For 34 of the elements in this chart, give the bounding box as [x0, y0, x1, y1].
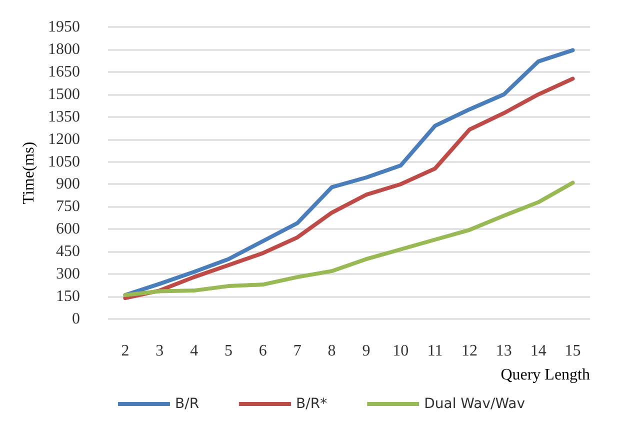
- y-tick-label: 450: [56, 243, 80, 260]
- x-tick-label: 7: [293, 342, 302, 360]
- y-axis-title: Time(ms): [20, 142, 38, 204]
- y-tick-label: 1050: [48, 153, 80, 170]
- legend-label: Dual Wav/Wav: [424, 396, 526, 412]
- x-tick-label: 12: [462, 342, 478, 360]
- x-tick-label: 3: [156, 342, 164, 360]
- x-tick-label: 2: [121, 342, 130, 360]
- x-tick-label: 10: [392, 342, 409, 360]
- y-tick-label: 0: [72, 310, 80, 328]
- y-tick-label: 300: [56, 266, 80, 283]
- y-tick-label: 1500: [48, 86, 80, 103]
- y-tick-label: 600: [56, 220, 80, 238]
- y-tick-label: 1950: [48, 18, 80, 36]
- x-tick-label: 6: [258, 342, 267, 360]
- x-tick-label: 15: [564, 342, 581, 360]
- x-axis-title: Query Length: [500, 366, 590, 384]
- y-tick-label: 900: [56, 176, 80, 193]
- y-tick-label: 1650: [48, 63, 80, 80]
- x-tick-label: 8: [328, 342, 336, 360]
- x-tick-label: 4: [190, 342, 198, 360]
- y-tick-label: 150: [56, 288, 80, 306]
- line-series: [123, 180, 575, 298]
- y-tick-label: 1800: [48, 40, 80, 58]
- x-tick-label: 14: [530, 342, 546, 360]
- y-tick-label: 1350: [48, 108, 80, 126]
- x-tick-label: 5: [224, 342, 232, 360]
- x-tick-label: 13: [496, 342, 512, 360]
- y-tick-label: 750: [56, 198, 80, 216]
- legend-label: B/R*: [296, 396, 328, 412]
- x-tick-label: 9: [362, 342, 370, 360]
- legend-label: B/R: [175, 396, 200, 412]
- y-tick-label: 1200: [48, 130, 80, 148]
- x-tick-label: 11: [427, 342, 443, 360]
